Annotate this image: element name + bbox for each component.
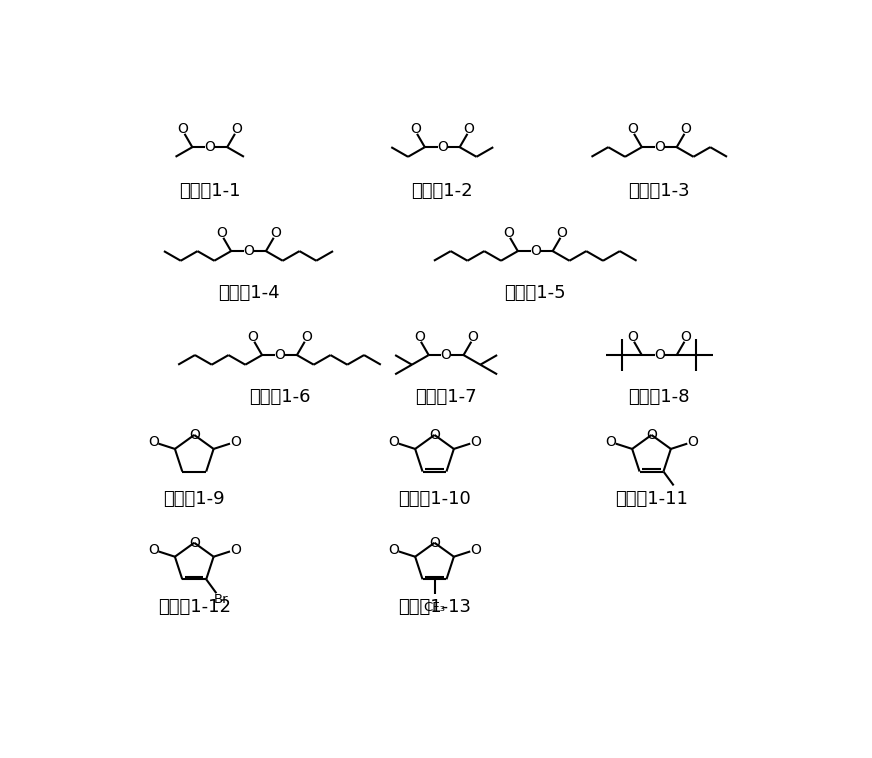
Text: O: O (414, 330, 425, 344)
Text: O: O (680, 330, 691, 344)
Text: O: O (231, 122, 242, 136)
Text: O: O (429, 428, 440, 442)
Text: Br: Br (214, 593, 228, 606)
Text: O: O (274, 348, 285, 362)
Text: O: O (388, 543, 399, 556)
Text: O: O (269, 226, 281, 240)
Text: O: O (229, 543, 241, 556)
Text: O: O (470, 543, 480, 556)
Text: O: O (248, 330, 258, 344)
Text: O: O (646, 428, 657, 442)
Text: O: O (229, 435, 241, 449)
Text: O: O (440, 348, 452, 362)
Text: 化合物1-9: 化合物1-9 (163, 490, 225, 508)
Text: O: O (464, 122, 474, 136)
Text: O: O (148, 435, 159, 449)
Text: O: O (410, 122, 421, 136)
Text: O: O (189, 428, 200, 442)
Text: O: O (301, 330, 311, 344)
Text: 化合物1-10: 化合物1-10 (399, 490, 471, 508)
Text: O: O (680, 122, 691, 136)
Text: O: O (204, 140, 215, 154)
Text: 化合物1-2: 化合物1-2 (412, 182, 473, 200)
Text: O: O (654, 140, 664, 154)
Text: O: O (503, 226, 514, 240)
Text: O: O (388, 435, 399, 449)
Text: 化合物1-4: 化合物1-4 (218, 284, 279, 302)
Text: O: O (556, 226, 568, 240)
Text: 化合物1-11: 化合物1-11 (615, 490, 688, 508)
Text: O: O (605, 435, 616, 449)
Text: 化合物1-8: 化合物1-8 (629, 388, 690, 406)
Text: 化合物1-6: 化合物1-6 (249, 388, 310, 406)
Text: 化合物1-7: 化合物1-7 (415, 388, 477, 406)
Text: O: O (627, 122, 638, 136)
Text: O: O (437, 140, 447, 154)
Text: 化合物1-3: 化合物1-3 (629, 182, 690, 200)
Text: CF₃: CF₃ (424, 600, 446, 614)
Text: O: O (654, 348, 664, 362)
Text: O: O (429, 536, 440, 550)
Text: O: O (687, 435, 698, 449)
Text: 化合物1-13: 化合物1-13 (398, 598, 471, 615)
Text: O: O (243, 244, 254, 258)
Text: O: O (216, 226, 228, 240)
Text: 化合物1-5: 化合物1-5 (504, 284, 566, 302)
Text: O: O (530, 244, 541, 258)
Text: O: O (148, 543, 159, 556)
Text: O: O (627, 330, 638, 344)
Text: 化合物1-12: 化合物1-12 (158, 598, 231, 615)
Text: 化合物1-1: 化合物1-1 (179, 182, 241, 200)
Text: O: O (470, 435, 480, 449)
Text: O: O (189, 536, 200, 550)
Text: O: O (467, 330, 479, 344)
Text: O: O (178, 122, 188, 136)
